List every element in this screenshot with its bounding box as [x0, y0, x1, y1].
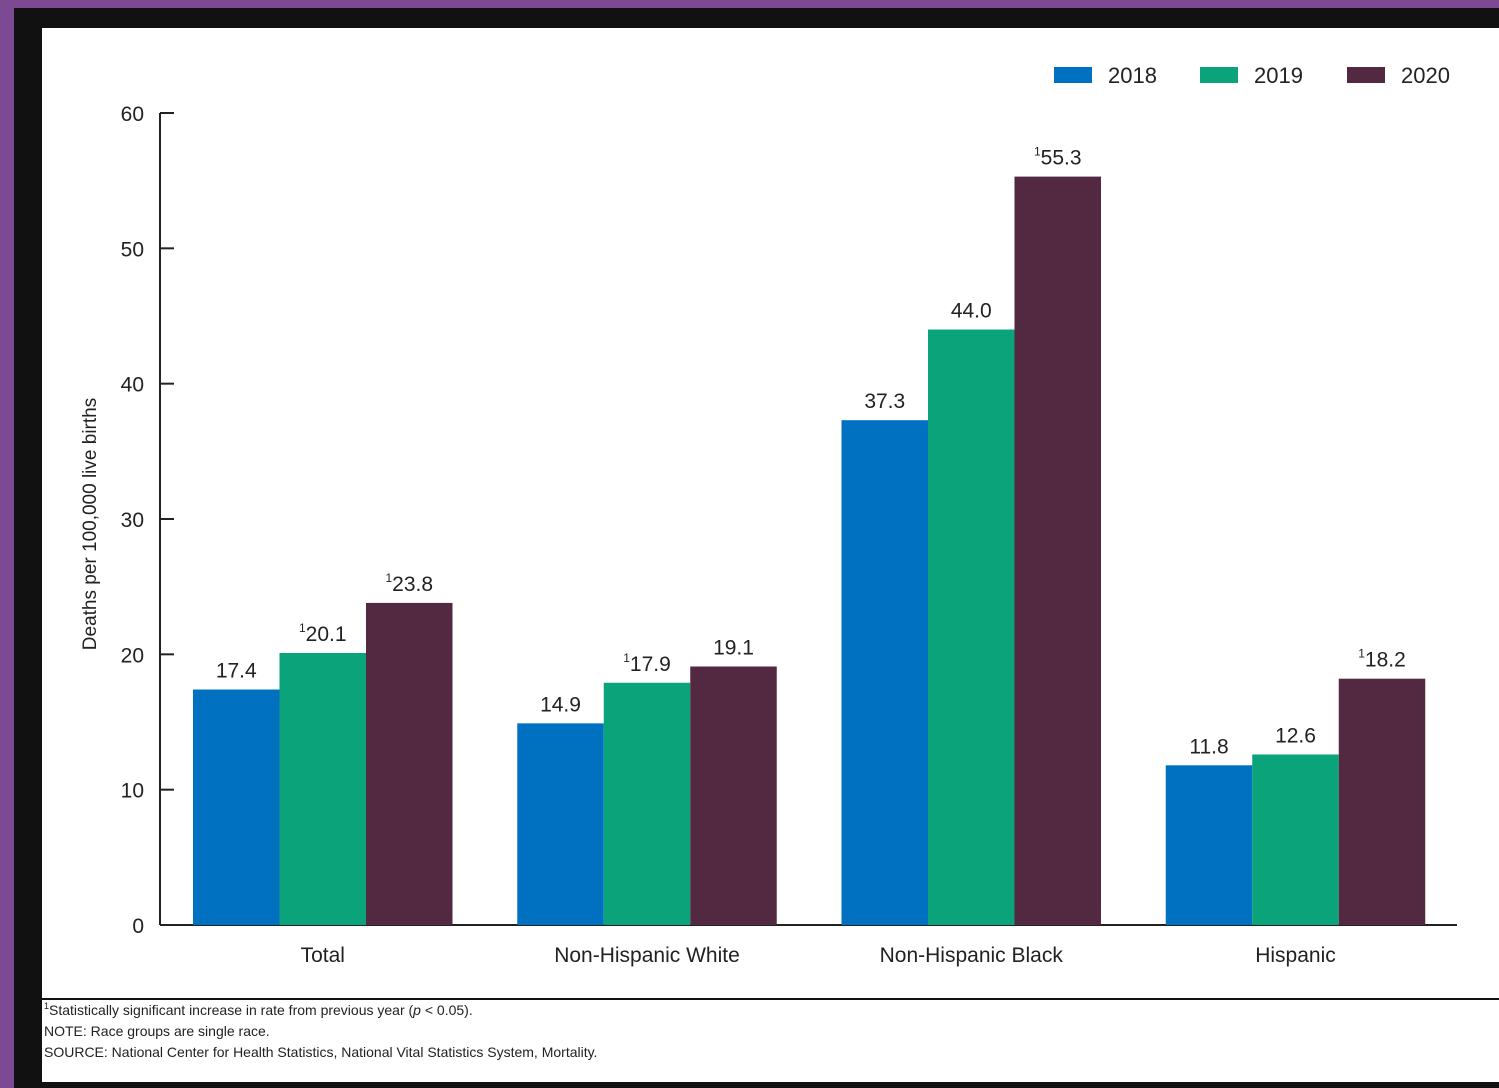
bar	[517, 723, 604, 925]
x-tick-label: Non-Hispanic White	[554, 944, 740, 967]
data-label-value: 18.2	[1365, 649, 1406, 672]
data-label-value: 55.3	[1041, 147, 1082, 170]
data-label: 117.9	[623, 651, 671, 676]
significance-text: Statistically significant increase in ra…	[49, 1002, 414, 1018]
y-axis-title: Deaths per 100,000 live births	[80, 398, 101, 650]
data-label: 155.3	[1034, 145, 1082, 170]
y-tick-label: 60	[121, 103, 144, 126]
x-tick-label: Hispanic	[1255, 944, 1336, 967]
y-tick-label: 0	[132, 915, 144, 938]
bar	[193, 689, 280, 925]
data-label-value: 23.8	[392, 573, 433, 596]
data-label: 14.9	[540, 693, 581, 716]
data-label: 123.8	[385, 571, 433, 596]
y-tick-label: 50	[121, 238, 144, 261]
y-tick-label: 10	[121, 780, 144, 803]
bar	[1014, 176, 1101, 925]
note-text: NOTE: Race groups are single race.	[44, 1023, 270, 1039]
bar	[1338, 678, 1426, 925]
chart-panel: 0 10 20 30 40 50 60 Deaths per 100,000 live bir…	[42, 28, 1499, 998]
bar	[1252, 754, 1339, 925]
y-tick-label: 20	[121, 644, 144, 667]
p-condition: < 0.05).	[420, 1002, 473, 1018]
data-label: 19.1	[713, 637, 754, 660]
legend-swatch	[1200, 67, 1238, 83]
bar	[603, 682, 691, 925]
legend-swatch	[1347, 67, 1385, 83]
bar	[841, 420, 928, 925]
x-tick-label: Total	[301, 944, 345, 967]
significance-marker: 1	[1034, 145, 1041, 159]
bar	[690, 666, 777, 925]
p-symbol: p	[413, 1002, 421, 1018]
data-label: 44.0	[951, 300, 992, 323]
significance-marker: 1	[299, 621, 306, 635]
data-label: 12.6	[1275, 724, 1316, 747]
legend-label: 2018	[1108, 63, 1157, 88]
x-tick-label: Non-Hispanic Black	[880, 944, 1064, 967]
bar	[279, 652, 366, 925]
significance-footnote: 1Statistically significant increase in r…	[42, 1000, 1499, 1021]
data-label-value: 17.9	[630, 653, 671, 676]
data-label: 37.3	[864, 390, 905, 413]
legend-label: 2019	[1254, 63, 1303, 88]
bar-chart: 0 10 20 30 40 50 60 Deaths per 100,000 live bir…	[80, 63, 1457, 967]
data-label-value: 20.1	[306, 623, 347, 646]
bar	[1165, 765, 1253, 925]
significance-marker: 1	[1358, 647, 1365, 661]
data-label: 120.1	[299, 621, 347, 646]
y-tick-label: 30	[121, 509, 144, 532]
data-label: 17.4	[216, 660, 257, 683]
legend-swatch	[1054, 67, 1092, 83]
significance-marker: 1	[623, 651, 630, 665]
bar	[928, 329, 1015, 925]
source-text: SOURCE: National Center for Health Stati…	[44, 1044, 598, 1060]
bar	[366, 602, 453, 925]
significance-marker: 1	[385, 571, 392, 585]
data-label: 11.8	[1189, 735, 1228, 758]
chart-notes: 1Statistically significant increase in r…	[42, 1000, 1499, 1082]
data-label: 118.2	[1358, 647, 1406, 672]
y-tick-label: 40	[121, 374, 144, 397]
legend-label: 2020	[1401, 63, 1450, 88]
footnote-marker: 1	[44, 1001, 50, 1011]
